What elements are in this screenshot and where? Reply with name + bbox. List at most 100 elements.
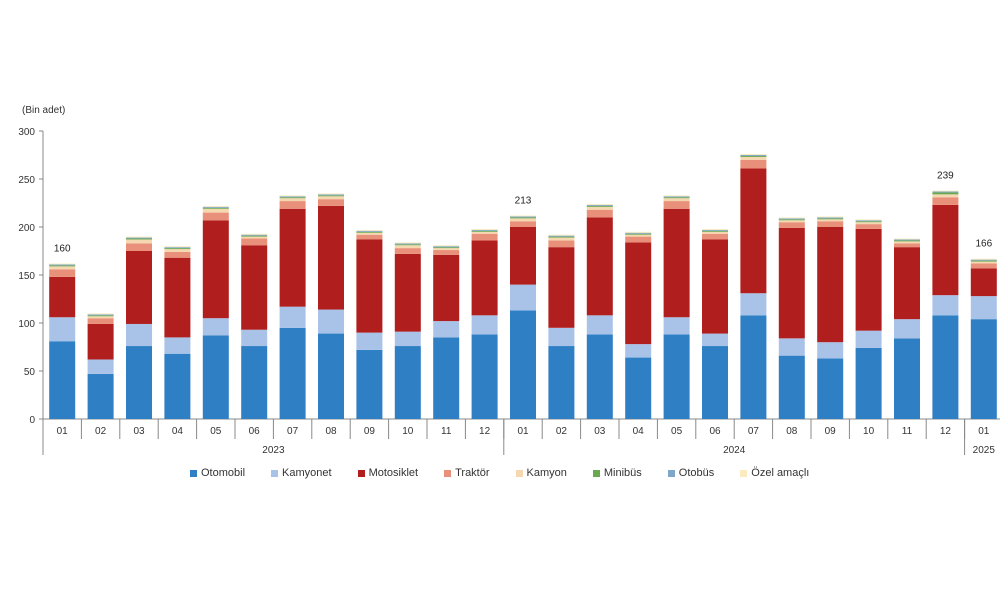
bar-segment-motosiklet xyxy=(817,227,844,343)
bar-segment--zel-ama-l- xyxy=(702,228,728,230)
bar-segment-kamyonet xyxy=(241,329,268,347)
bar-segment-motosiklet xyxy=(279,208,306,307)
bar-segment-kamyon xyxy=(87,316,114,319)
y-tick-label: 0 xyxy=(29,415,35,426)
bar-segment-motosiklet xyxy=(702,239,728,334)
bar-segment-motosiklet xyxy=(894,247,920,320)
bar-segment-trakt-r xyxy=(471,233,498,241)
bar-segment-otomobil xyxy=(279,327,306,419)
bar-segment-trakt-r xyxy=(932,197,959,205)
bar-segment-kamyon xyxy=(855,222,882,225)
bar-segment-minib-s xyxy=(817,218,844,220)
legend-label: Otomobil xyxy=(201,467,246,479)
bar-segment-kamyon xyxy=(702,231,728,234)
bar-segment-motosiklet xyxy=(586,217,613,316)
bar-segment-trakt-r xyxy=(586,209,613,218)
bar-segment-motosiklet xyxy=(241,245,268,330)
bar-segment-minib-s xyxy=(702,230,728,232)
bar-segment-trakt-r xyxy=(356,234,383,240)
bar-segment--zel-ama-l- xyxy=(164,246,191,248)
bar-segment-otob-s xyxy=(49,264,76,266)
bar-segment-kamyonet xyxy=(356,332,383,350)
bar-segment-kamyon xyxy=(932,194,959,198)
bar-segment-otomobil xyxy=(586,334,613,419)
x-tick-label: 05 xyxy=(210,426,222,437)
bar-segment-kamyonet xyxy=(894,319,920,339)
x-tick-label: 07 xyxy=(748,426,760,437)
bar-segment-kamyonet xyxy=(279,306,306,328)
bar-segment-motosiklet xyxy=(433,254,460,322)
bar-segment-otomobil xyxy=(433,337,460,419)
bar-segment-otomobil xyxy=(894,338,920,419)
bar-segment--zel-ama-l- xyxy=(356,229,383,231)
year-label: 2023 xyxy=(262,445,285,456)
bar-segment-kamyonet xyxy=(855,330,882,348)
bar-segment--zel-ama-l- xyxy=(87,313,114,315)
bar-segment-otob-s xyxy=(586,204,613,206)
x-tick-label: 11 xyxy=(441,426,452,437)
bar-segment-kamyonet xyxy=(87,359,114,374)
bar-segment-kamyonet xyxy=(164,337,191,354)
bar-segment--zel-ama-l- xyxy=(932,190,959,192)
bar-segment-trakt-r xyxy=(433,250,460,255)
bar-segment-minib-s xyxy=(740,155,767,157)
bar-segment-otob-s xyxy=(394,243,421,245)
bar-segment-otob-s xyxy=(778,218,805,220)
bar-segment-minib-s xyxy=(932,192,959,195)
bar-segment-kamyon xyxy=(241,236,268,239)
bar-segment-otob-s xyxy=(471,229,498,231)
legend-label: Kamyonet xyxy=(282,467,332,479)
bar-segment-otob-s xyxy=(894,239,920,241)
bar-segment-kamyon xyxy=(279,198,306,202)
bar-segment-otomobil xyxy=(663,334,690,419)
bar-segment-otomobil xyxy=(202,335,229,419)
bar-segment-trakt-r xyxy=(164,251,191,258)
bar-segment-trakt-r xyxy=(318,199,344,206)
bar-segment-kamyon xyxy=(817,219,844,222)
bar-segment-trakt-r xyxy=(663,201,690,209)
bar-segment-motosiklet xyxy=(318,205,344,310)
bar-segment-kamyon xyxy=(740,156,767,160)
bar-segment-motosiklet xyxy=(663,208,690,318)
y-tick-label: 50 xyxy=(24,367,36,378)
bar-segment-trakt-r xyxy=(740,159,767,169)
bar-segment--zel-ama-l- xyxy=(586,203,613,205)
bar-segment-otomobil xyxy=(126,346,152,419)
legend-swatch xyxy=(740,469,748,477)
legend-swatch xyxy=(190,469,197,477)
x-tick-label: 01 xyxy=(978,426,990,437)
bar-segment-otomobil xyxy=(855,347,882,419)
bar-segment-otomobil xyxy=(510,310,536,419)
bar-segment-trakt-r xyxy=(241,238,268,246)
bar-segment-minib-s xyxy=(202,207,229,209)
bar-segment-motosiklet xyxy=(49,276,76,318)
legend-label: Traktör xyxy=(455,467,490,479)
bar-segment-trakt-r xyxy=(49,269,76,277)
bar-segment-minib-s xyxy=(894,240,920,242)
bar-segment-otob-s xyxy=(202,206,229,208)
year-label: 2024 xyxy=(723,445,746,456)
bar-segment-minib-s xyxy=(87,315,114,317)
bar-segment--zel-ama-l- xyxy=(241,233,268,235)
bar-segment-kamyon xyxy=(625,234,652,237)
bar-segment-trakt-r xyxy=(817,221,844,227)
legend-item: Kamyon xyxy=(515,467,567,479)
bar-segment-trakt-r xyxy=(87,318,114,324)
bar-segment-kamyonet xyxy=(471,315,498,335)
bar-segment-trakt-r xyxy=(778,222,805,228)
legend-label: Minibüs xyxy=(603,467,642,479)
bar-segment-otob-s xyxy=(318,194,344,196)
bar-segment-trakt-r xyxy=(625,236,652,243)
legend-swatch xyxy=(271,469,279,477)
legend-item: Otomobil xyxy=(190,467,245,479)
bar-segment-otomobil xyxy=(932,315,959,419)
bar-segment-otob-s xyxy=(740,155,767,156)
legend-swatch xyxy=(444,469,452,477)
x-tick-label: 01 xyxy=(57,426,69,437)
bar-segment-otob-s xyxy=(817,217,844,219)
bar-segment-minib-s xyxy=(318,195,344,197)
bar-segment-kamyonet xyxy=(970,296,997,320)
bar-segment-kamyonet xyxy=(126,323,152,347)
bar-segment--zel-ama-l- xyxy=(625,231,652,233)
bar-segment-kamyon xyxy=(433,248,460,251)
